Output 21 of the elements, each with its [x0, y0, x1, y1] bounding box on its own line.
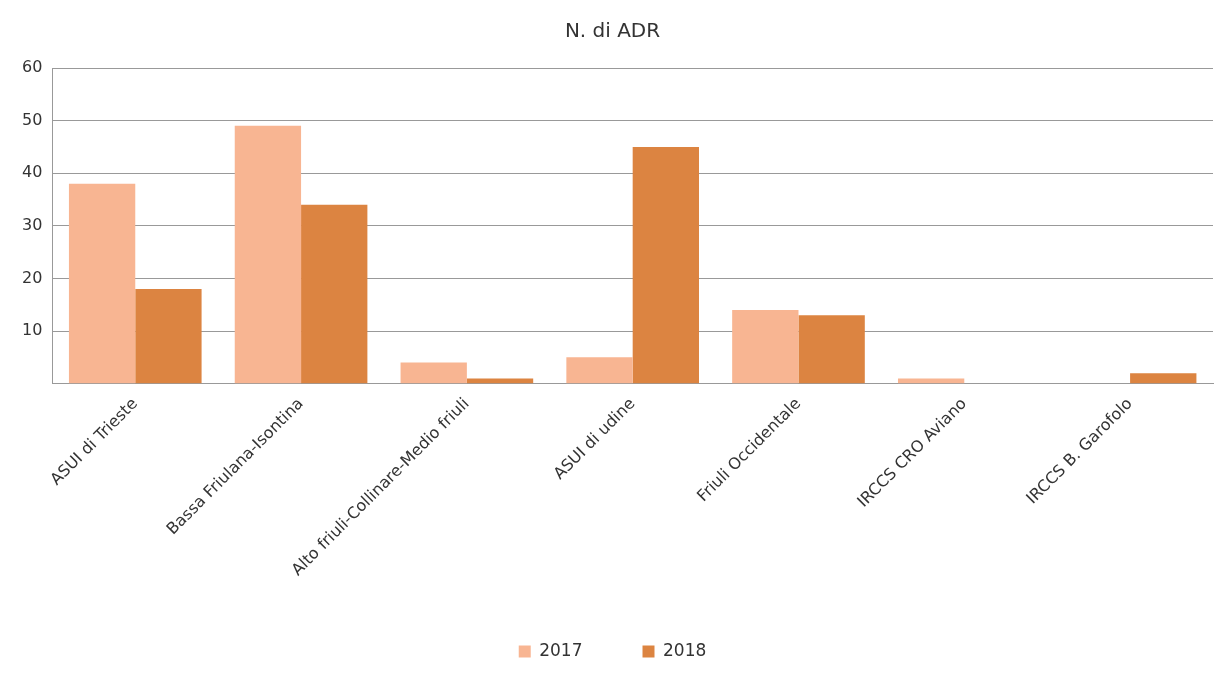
y-tick-label: 60 — [22, 57, 43, 77]
bar — [1130, 373, 1197, 384]
y-tick-label: 30 — [22, 214, 43, 234]
bar — [234, 125, 302, 384]
bar — [798, 315, 865, 384]
legend-label: 2018 — [663, 639, 707, 660]
bar — [732, 310, 799, 384]
bar — [135, 288, 202, 384]
bar — [466, 378, 534, 384]
legend-label: 2017 — [539, 639, 583, 660]
y-tick-label: 20 — [22, 267, 43, 287]
y-tick-label: 10 — [22, 320, 43, 340]
y-tick-label: 50 — [22, 109, 43, 129]
bar — [566, 357, 633, 384]
bar — [68, 183, 136, 384]
bar — [897, 378, 965, 384]
bar — [400, 362, 467, 384]
y-tick-label: 40 — [22, 162, 43, 182]
chart-title: N. di ADR — [564, 18, 661, 43]
bar — [301, 204, 368, 384]
bar — [632, 146, 699, 384]
